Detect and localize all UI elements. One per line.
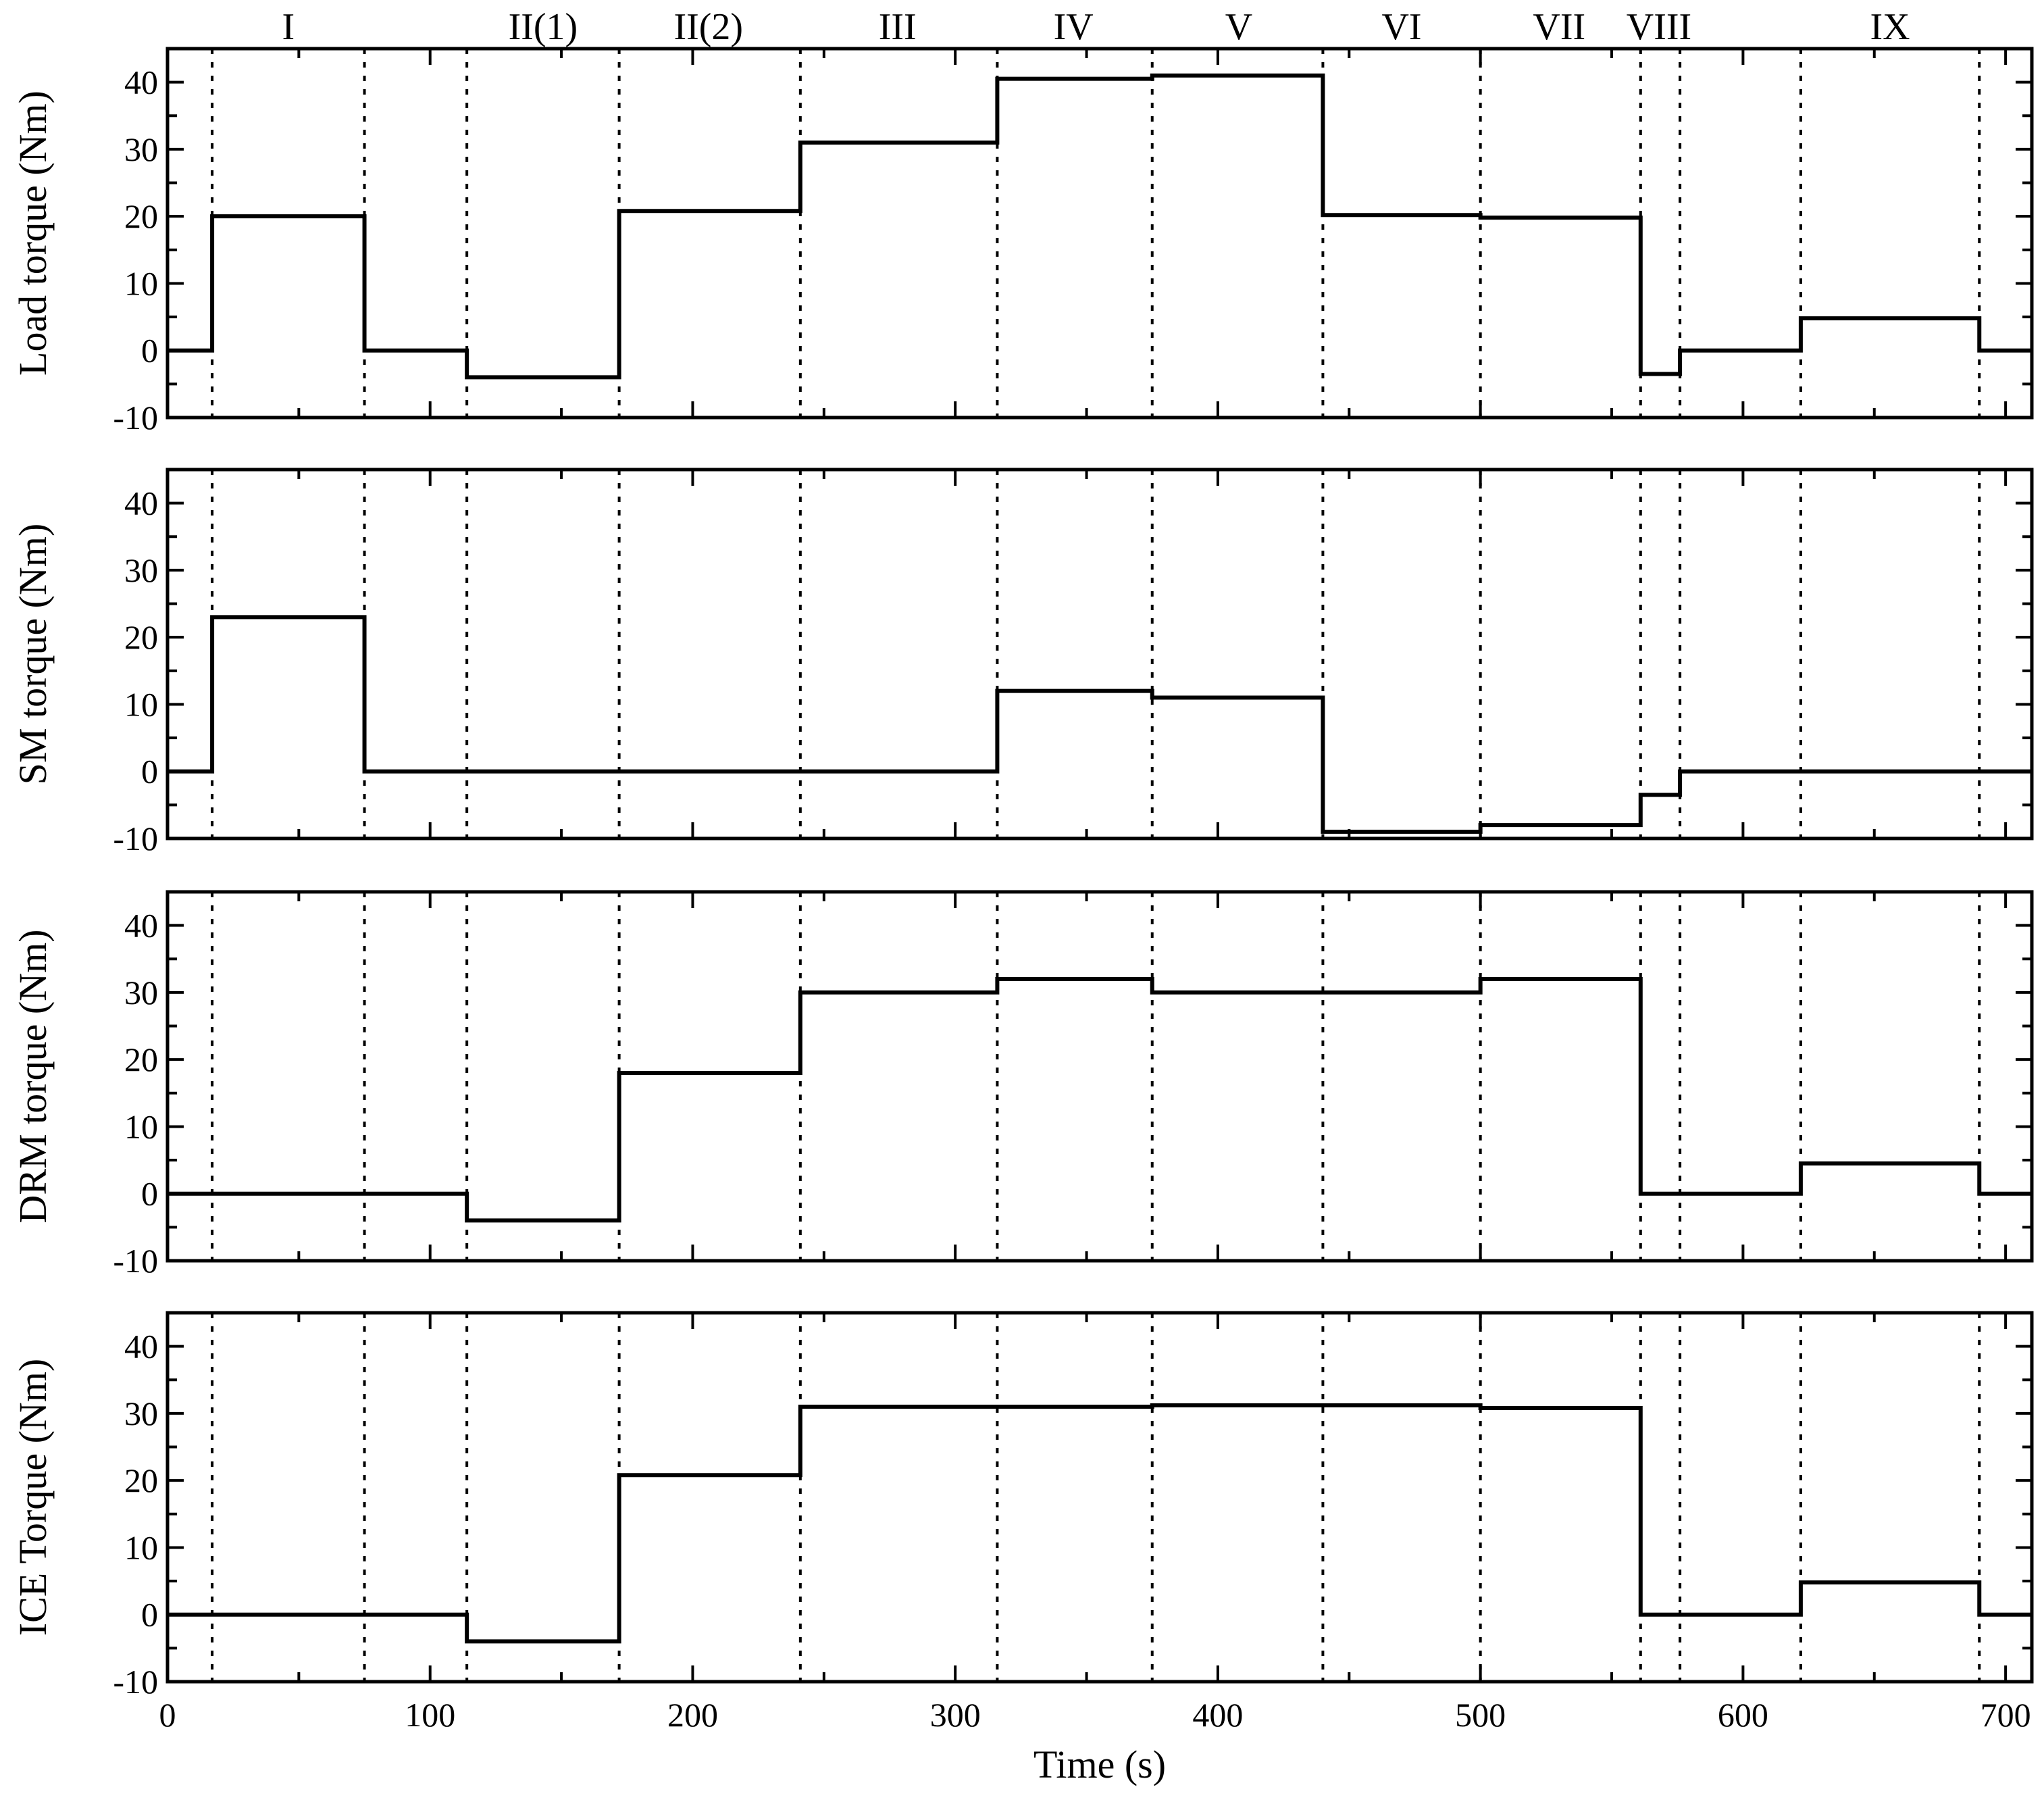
series-line: [168, 615, 2032, 834]
y-tick-label: 30: [124, 130, 158, 168]
x-axis-label: Time (s): [1033, 1742, 1166, 1786]
y-tick-label: 40: [124, 64, 158, 101]
phase-label: IX: [1870, 6, 1910, 48]
plot-frame: [165, 47, 2034, 420]
x-tick-label: 100: [405, 1696, 455, 1734]
y-tick-label: 0: [141, 1596, 158, 1634]
x-tick-label: 700: [1981, 1696, 2031, 1734]
phase-label: VIII: [1627, 6, 1691, 48]
x-tick-label: 200: [667, 1696, 718, 1734]
phase-label: I: [282, 6, 295, 48]
y-tick-label: 30: [124, 974, 158, 1011]
y-tick-label: 20: [124, 618, 158, 656]
y-axis-label: Load torque (Nm): [11, 91, 55, 376]
y-tick-label: 0: [141, 1175, 158, 1213]
y-tick-label: 10: [124, 264, 158, 302]
plot-frame: [165, 468, 2034, 841]
y-tick-label: 30: [124, 1395, 158, 1432]
y-tick-label: -10: [113, 399, 158, 436]
plot-frame: [165, 890, 2034, 1263]
panel-ice-torque: -10 0 10 20 30 40 ICE Torque (Nm): [11, 1311, 2034, 1701]
phase-label: V: [1225, 6, 1252, 48]
x-tick-label: 500: [1455, 1696, 1506, 1734]
y-tick-label: -10: [113, 1242, 158, 1280]
x-tick-labels: 0 100 200 300 400 500 600 700: [159, 1696, 2031, 1734]
y-tick-label: 40: [124, 484, 158, 522]
y-axis-label: SM torque (Nm): [11, 524, 55, 785]
series-line: [168, 1403, 2032, 1644]
y-tick-label: 20: [124, 1461, 158, 1499]
y-tick-label: 40: [124, 1328, 158, 1365]
y-tick-label: 40: [124, 907, 158, 945]
phase-label: VII: [1533, 6, 1585, 48]
series-line: [168, 73, 2032, 380]
y-tick-label: 0: [141, 753, 158, 791]
y-tick-label: 0: [141, 332, 158, 370]
y-tick-label: 10: [124, 685, 158, 723]
y-tick-label: 20: [124, 197, 158, 235]
phase-labels: I II(1) II(2) III IV V VI VII VIII IX: [282, 6, 1910, 48]
y-tick-label: 10: [124, 1528, 158, 1566]
y-tick-label: -10: [113, 1663, 158, 1701]
x-tick-label: 400: [1192, 1696, 1243, 1734]
panel-drm-torque: -10 0 10 20 30 40 DRM torque (Nm): [11, 890, 2034, 1280]
x-tick-label: 0: [159, 1696, 176, 1734]
y-tick-label: 20: [124, 1040, 158, 1078]
plot-frame: [165, 1311, 2034, 1684]
phase-label: II(1): [509, 6, 578, 48]
y-tick-label: -10: [113, 820, 158, 857]
x-tick-label: 600: [1718, 1696, 1768, 1734]
panel-load-torque: -10 0 10 20 30 40 Load torque (Nm): [11, 47, 2034, 436]
y-tick-label: 10: [124, 1107, 158, 1145]
y-axis-label: ICE Torque (Nm): [11, 1359, 55, 1636]
y-axis-label: DRM torque (Nm): [11, 930, 55, 1224]
phase-label: II(2): [673, 6, 743, 48]
phase-label: III: [879, 6, 917, 48]
series-line: [168, 977, 2032, 1223]
phase-label: IV: [1054, 6, 1094, 48]
panel-sm-torque: -10 0 10 20 30 40 SM torque (Nm): [11, 468, 2034, 857]
x-tick-label: 300: [930, 1696, 981, 1734]
y-tick-label: 30: [124, 551, 158, 589]
phase-label: VI: [1381, 6, 1421, 48]
